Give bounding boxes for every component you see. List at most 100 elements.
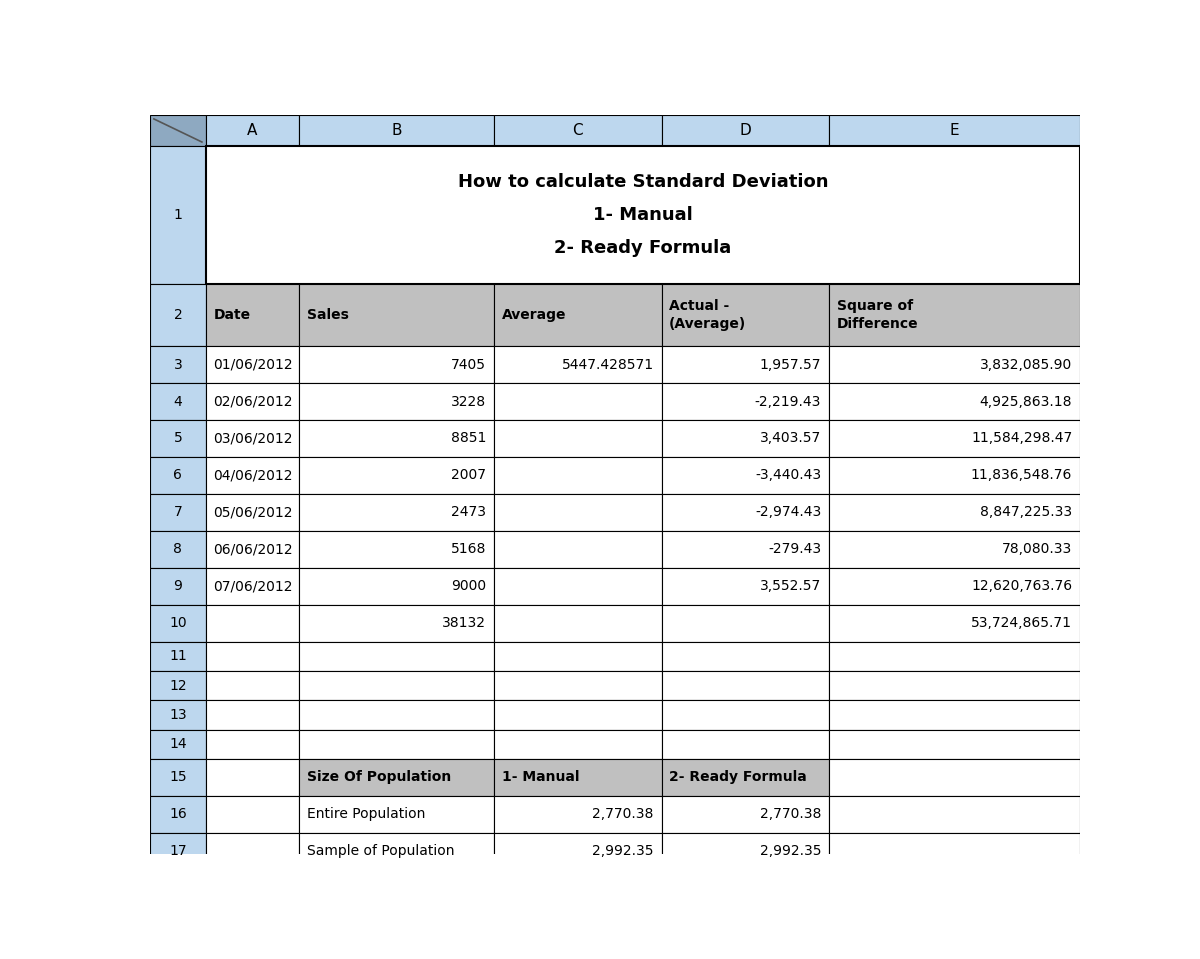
Bar: [150, 568, 206, 605]
Bar: [150, 456, 206, 494]
Bar: [150, 285, 206, 346]
Bar: [494, 531, 661, 568]
Text: -3,440.43: -3,440.43: [755, 468, 821, 482]
Text: 2,770.38: 2,770.38: [593, 807, 654, 821]
Bar: [299, 796, 494, 832]
Text: 38132: 38132: [443, 617, 486, 630]
Bar: [299, 115, 494, 146]
Bar: [494, 383, 661, 420]
Bar: [661, 759, 829, 796]
Bar: [661, 642, 829, 671]
Text: 2007: 2007: [451, 468, 486, 482]
Text: 3228: 3228: [451, 394, 486, 409]
Text: 06/06/2012: 06/06/2012: [214, 543, 293, 556]
Bar: [661, 494, 829, 531]
Bar: [150, 420, 206, 456]
Text: D: D: [739, 123, 751, 138]
Bar: [150, 605, 206, 642]
Text: 5447.428571: 5447.428571: [562, 358, 654, 371]
Text: Entire Population: Entire Population: [306, 807, 425, 821]
Bar: [299, 285, 494, 346]
Bar: [206, 383, 299, 420]
Bar: [206, 285, 299, 346]
Bar: [494, 605, 661, 642]
Text: Actual -: Actual -: [670, 299, 730, 314]
Text: 8,847,225.33: 8,847,225.33: [980, 505, 1073, 520]
Bar: [206, 494, 299, 531]
Text: 11,584,298.47: 11,584,298.47: [971, 432, 1073, 446]
Text: 3,552.57: 3,552.57: [760, 579, 821, 594]
Bar: [494, 346, 661, 383]
Bar: [206, 700, 299, 730]
Text: 2473: 2473: [451, 505, 486, 520]
Text: 04/06/2012: 04/06/2012: [214, 468, 293, 482]
Bar: [494, 420, 661, 456]
Bar: [829, 568, 1080, 605]
Bar: [494, 671, 661, 700]
Text: 53,724,865.71: 53,724,865.71: [971, 617, 1073, 630]
Text: Sample of Population: Sample of Population: [306, 844, 454, 858]
Bar: [829, 383, 1080, 420]
Bar: [150, 671, 206, 700]
Bar: [829, 671, 1080, 700]
Bar: [494, 456, 661, 494]
Bar: [661, 456, 829, 494]
Text: 1: 1: [174, 208, 182, 222]
Text: How to calculate Standard Deviation: How to calculate Standard Deviation: [457, 174, 828, 191]
Text: 14: 14: [169, 737, 187, 751]
Bar: [494, 759, 661, 796]
Text: 5168: 5168: [451, 543, 486, 556]
Text: 3,832,085.90: 3,832,085.90: [980, 358, 1073, 371]
Bar: [206, 796, 299, 832]
Bar: [299, 759, 494, 796]
Bar: [206, 759, 299, 796]
Bar: [829, 285, 1080, 346]
Bar: [661, 730, 829, 759]
Text: 11,836,548.76: 11,836,548.76: [971, 468, 1073, 482]
Bar: [661, 671, 829, 700]
Bar: [299, 568, 494, 605]
Text: E: E: [949, 123, 959, 138]
Bar: [661, 346, 829, 383]
Bar: [829, 832, 1080, 870]
Text: 12,620,763.76: 12,620,763.76: [971, 579, 1073, 594]
Bar: [299, 456, 494, 494]
Bar: [206, 456, 299, 494]
Bar: [829, 494, 1080, 531]
Text: 1- Manual: 1- Manual: [502, 770, 580, 784]
Bar: [494, 832, 661, 870]
Text: 1- Manual: 1- Manual: [593, 206, 692, 224]
Text: Sales: Sales: [306, 308, 348, 322]
Text: 02/06/2012: 02/06/2012: [214, 394, 293, 409]
Bar: [299, 700, 494, 730]
Bar: [661, 115, 829, 146]
Bar: [829, 642, 1080, 671]
Text: 7405: 7405: [451, 358, 486, 371]
Bar: [206, 420, 299, 456]
Text: 78,080.33: 78,080.33: [1002, 543, 1073, 556]
Text: 1,957.57: 1,957.57: [760, 358, 821, 371]
Bar: [829, 115, 1080, 146]
Text: 4,925,863.18: 4,925,863.18: [979, 394, 1073, 409]
Bar: [299, 531, 494, 568]
Bar: [494, 568, 661, 605]
Text: 01/06/2012: 01/06/2012: [214, 358, 293, 371]
Bar: [206, 642, 299, 671]
Text: -2,219.43: -2,219.43: [755, 394, 821, 409]
Bar: [299, 832, 494, 870]
Text: Square of: Square of: [836, 299, 913, 314]
Text: 17: 17: [169, 844, 187, 858]
Bar: [206, 346, 299, 383]
Bar: [829, 420, 1080, 456]
Bar: [150, 759, 206, 796]
Bar: [299, 671, 494, 700]
Bar: [299, 420, 494, 456]
Bar: [829, 730, 1080, 759]
Bar: [150, 383, 206, 420]
Bar: [829, 759, 1080, 796]
Text: -279.43: -279.43: [768, 543, 821, 556]
Bar: [661, 605, 829, 642]
Text: 15: 15: [169, 770, 187, 784]
Bar: [150, 796, 206, 832]
Text: -2,974.43: -2,974.43: [755, 505, 821, 520]
